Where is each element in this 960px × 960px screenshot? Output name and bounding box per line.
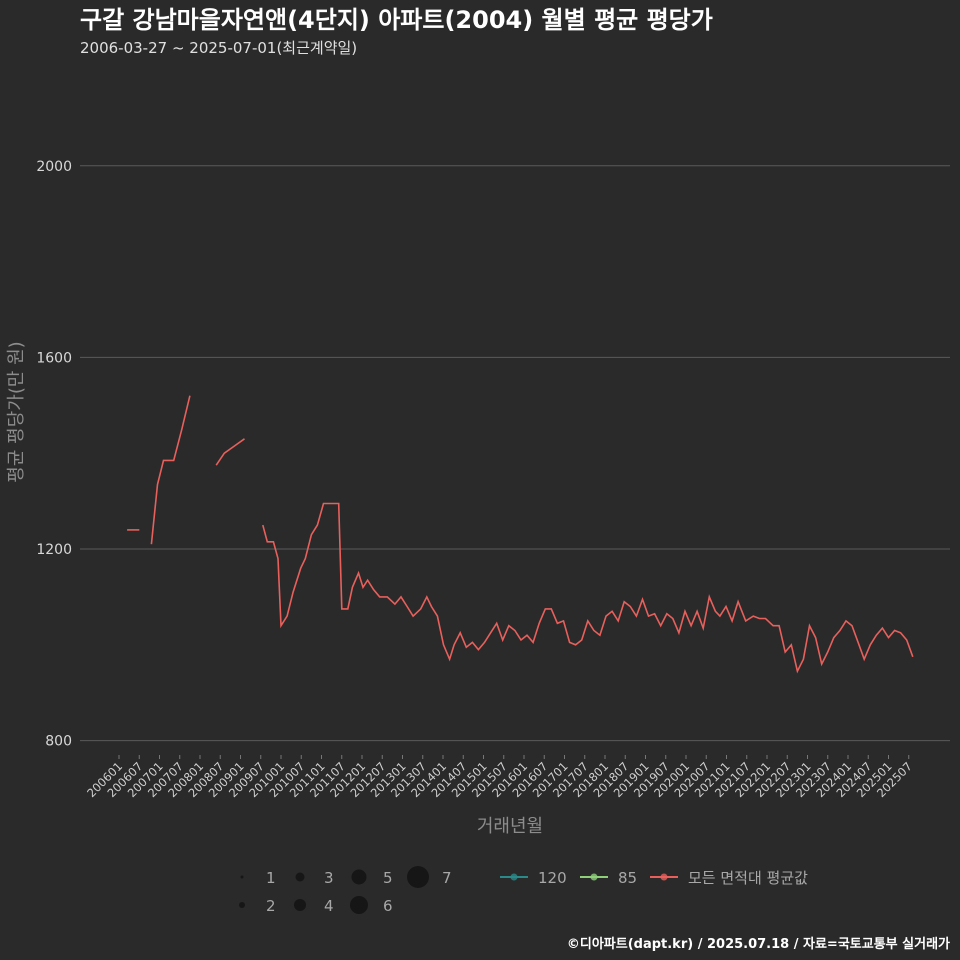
chart-title: 구갈 강남마을자연앤(4단지) 아파트(2004) 월별 평균 평당가 [80,6,713,34]
size-legend-label: 5 [383,869,393,887]
y-tick-label: 2000 [36,159,72,175]
legend-label: 85 [618,869,637,887]
average-price-line [150,395,191,545]
grid-lines [80,165,950,742]
size-legend-label: 7 [442,869,452,887]
legend: 1 2 3 4 5 6 7 120 85 모든 면적대 평균값 [239,866,808,915]
y-tick-label: 1200 [36,542,72,558]
y-tick-label: 800 [45,734,72,750]
chart-subtitle: 2006-03-27 ~ 2025-07-01(최근계약일) [80,39,357,57]
average-price-line [262,502,914,674]
y-axis-ticks: 800 1200 1600 2000 [36,159,72,750]
size-legend-label: 1 [266,869,276,887]
data-marks [127,395,914,674]
size-legend-dot [295,872,305,882]
size-legend-dot [407,866,429,888]
size-legend-label: 3 [324,869,334,887]
size-legend-dot [239,902,245,908]
y-tick-label: 1600 [36,350,72,366]
size-legend-dot [350,896,368,914]
legend-label: 모든 면적대 평균값 [688,869,808,887]
size-legend-label: 6 [383,897,393,915]
size-legend-dot [294,899,306,911]
size-legend-label: 2 [266,897,276,915]
y-axis-title: 평균 평당가(만 원) [6,341,27,482]
size-legend-dot [240,875,244,879]
x-axis-title: 거래년월 [477,816,543,837]
source-caption: ©디아파트(dapt.kr) / 2025.07.18 / 자료=국토교통부 실… [567,936,950,952]
legend-swatch-dot [660,873,668,881]
legend-label: 120 [538,869,567,887]
size-legend-label: 4 [324,897,334,915]
legend-swatch-dot [590,873,598,881]
legend-swatch-dot [510,873,518,881]
size-legend-dot [351,869,367,885]
average-price-line [215,438,245,466]
